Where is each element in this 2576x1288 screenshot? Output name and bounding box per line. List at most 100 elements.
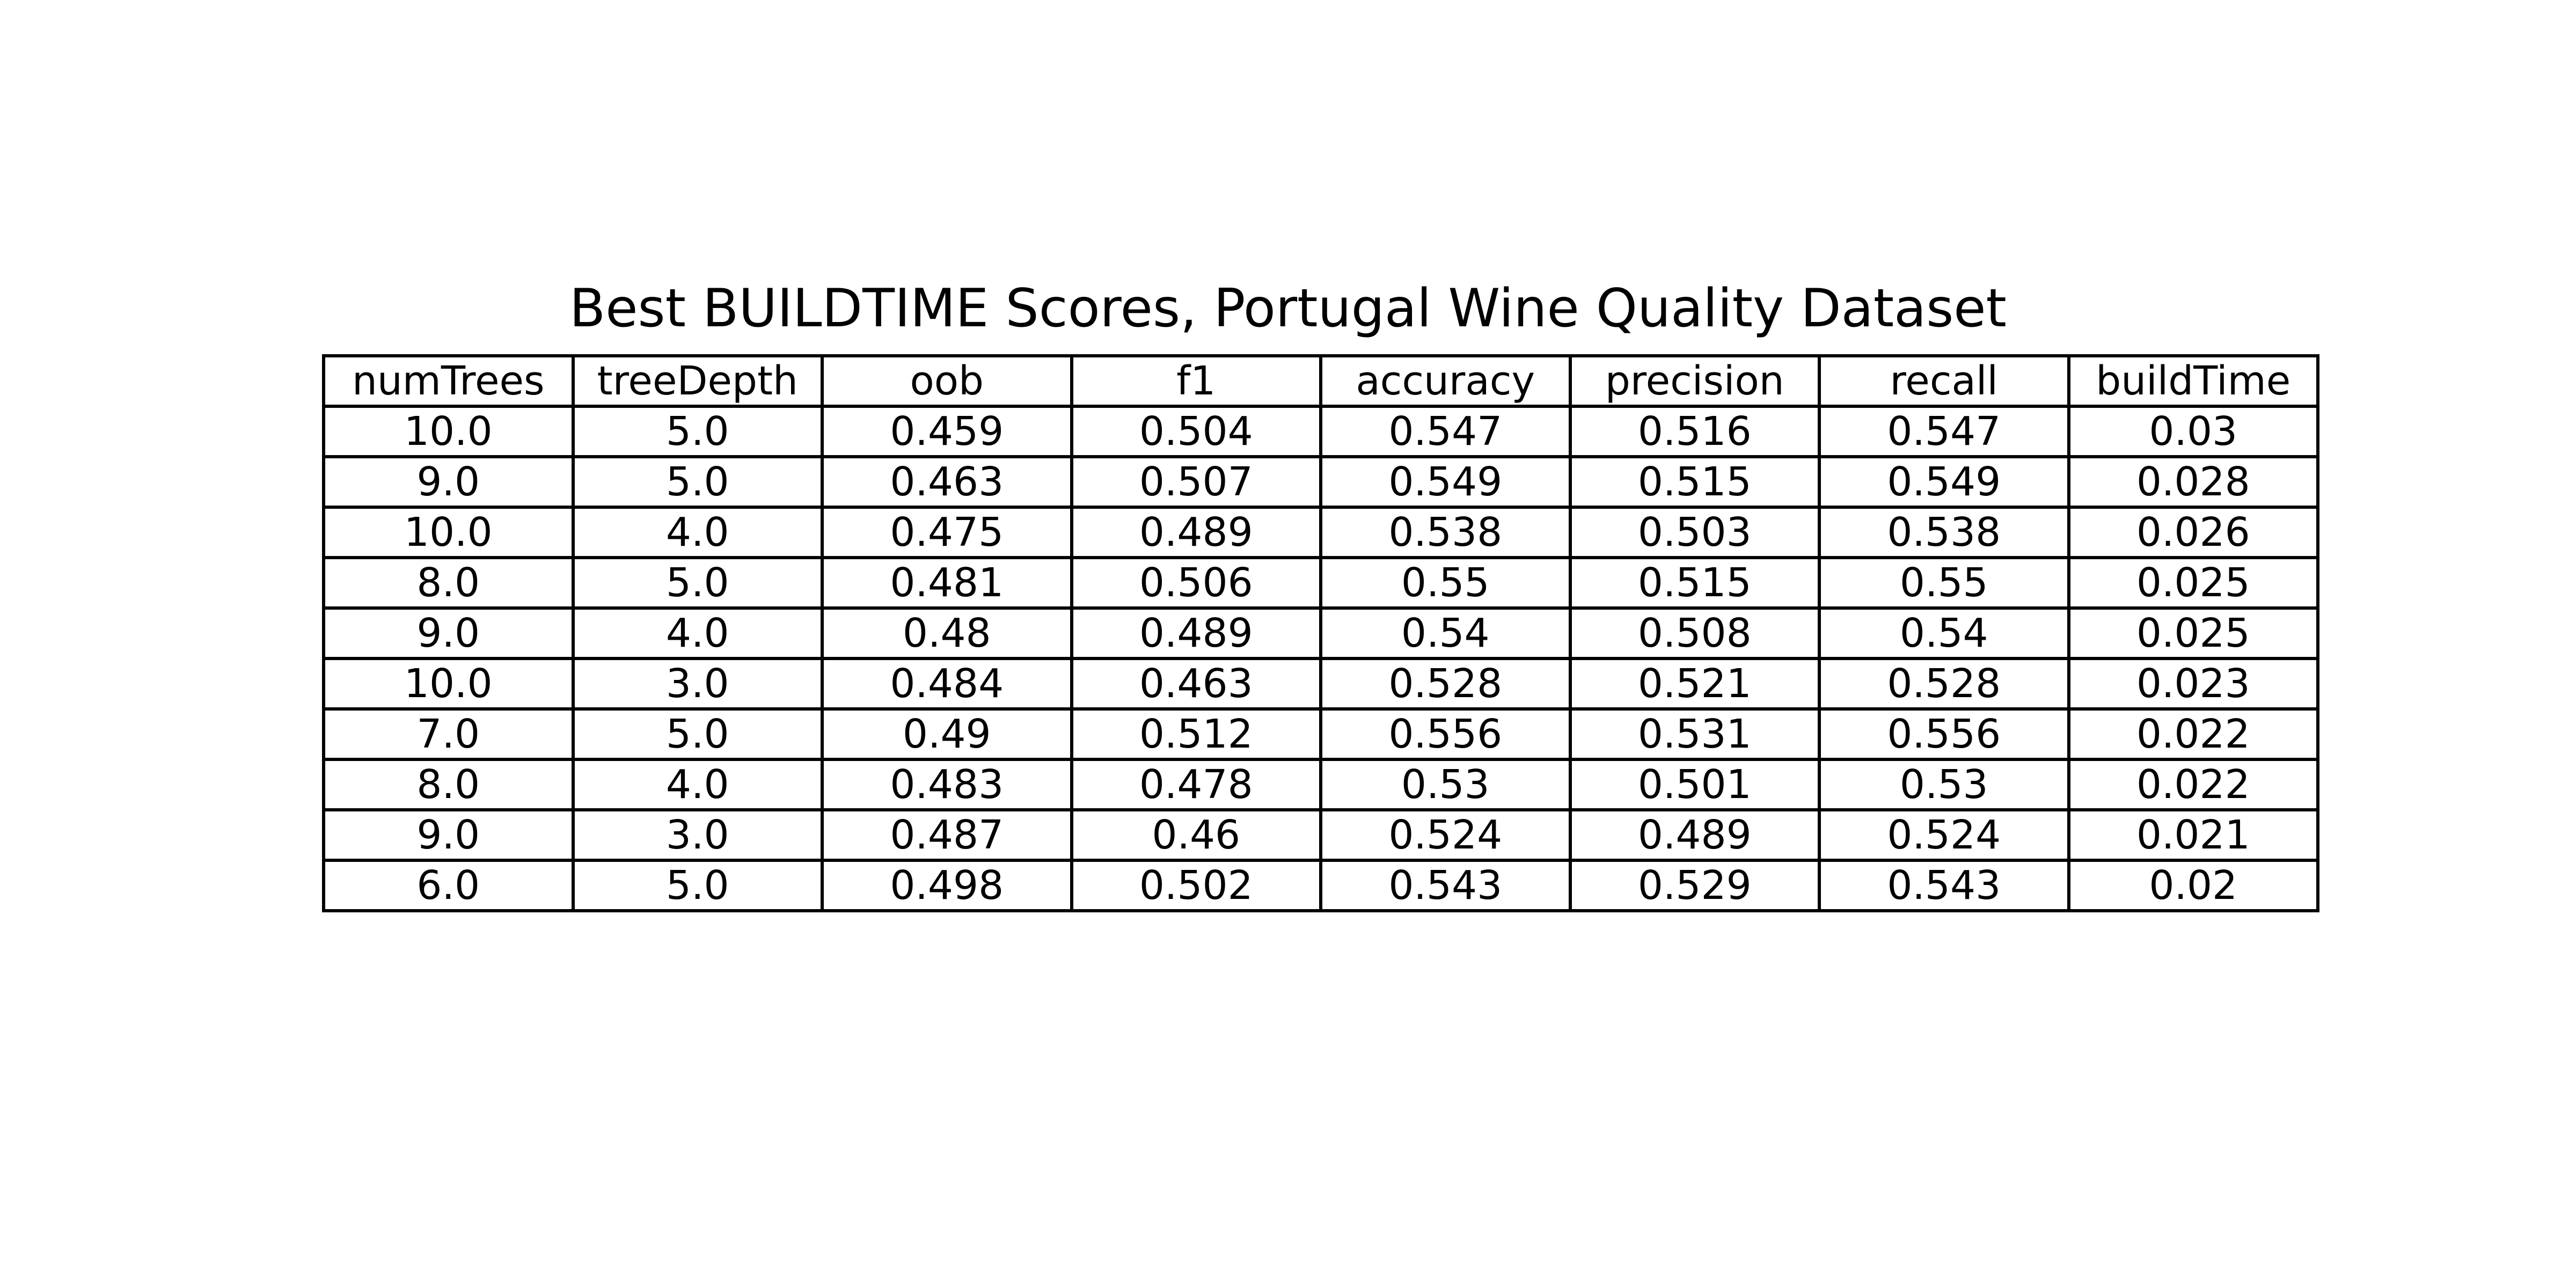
table-body: 10.0 5.0 0.459 0.504 0.547 0.516 0.547 0.03 9.0 5…: [322, 405, 2319, 912]
table-cell-precision: 0.521: [1568, 657, 1821, 711]
table-cell-accuracy: 0.556: [1319, 707, 1572, 761]
table-cell-treedepth: 3.0: [571, 657, 824, 711]
column-header-accuracy: accuracy: [1319, 354, 1572, 408]
column-header-recall: recall: [1818, 354, 2070, 408]
table-cell-buildtime: 0.023: [2067, 657, 2319, 711]
table-cell-oob: 0.459: [821, 405, 1073, 458]
table-cell-buildtime: 0.025: [2067, 556, 2319, 610]
table-cell-numtrees: 8.0: [322, 556, 575, 610]
table-cell-oob: 0.49: [821, 707, 1073, 761]
table-cell-buildtime: 0.03: [2067, 405, 2319, 458]
table-cell-recall: 0.528: [1818, 657, 2070, 711]
table-cell-precision: 0.508: [1568, 606, 1821, 660]
table-cell-precision: 0.515: [1568, 556, 1821, 610]
table-cell-f1: 0.489: [1070, 506, 1322, 559]
table-cell-accuracy: 0.55: [1319, 556, 1572, 610]
table-cell-recall: 0.524: [1818, 808, 2070, 862]
table-cell-recall: 0.55: [1818, 556, 2070, 610]
table-cell-accuracy: 0.543: [1319, 859, 1572, 912]
table-cell-f1: 0.478: [1070, 758, 1322, 811]
table-cell-f1: 0.504: [1070, 405, 1322, 458]
table-cell-oob: 0.463: [821, 455, 1073, 509]
table-cell-f1: 0.463: [1070, 657, 1322, 711]
table-cell-f1: 0.507: [1070, 455, 1322, 509]
table-cell-precision: 0.501: [1568, 758, 1821, 811]
table-cell-recall: 0.54: [1818, 606, 2070, 660]
table-cell-treedepth: 5.0: [571, 455, 824, 509]
table-cell-oob: 0.484: [821, 657, 1073, 711]
table-cell-treedepth: 5.0: [571, 859, 824, 912]
table-cell-numtrees: 10.0: [322, 506, 575, 559]
table-row: 9.0 4.0 0.48 0.489 0.54 0.508 0.54 0.025: [322, 606, 2319, 660]
table-cell-buildtime: 0.028: [2067, 455, 2319, 509]
table-cell-f1: 0.506: [1070, 556, 1322, 610]
table-cell-recall: 0.543: [1818, 859, 2070, 912]
table-cell-recall: 0.53: [1818, 758, 2070, 811]
table-cell-numtrees: 10.0: [322, 405, 575, 458]
table-cell-buildtime: 0.022: [2067, 707, 2319, 761]
table-row: 6.0 5.0 0.498 0.502 0.543 0.529 0.543 0.02: [322, 859, 2319, 912]
table-row: 8.0 5.0 0.481 0.506 0.55 0.515 0.55 0.025: [322, 556, 2319, 610]
table-cell-treedepth: 5.0: [571, 556, 824, 610]
table-cell-numtrees: 9.0: [322, 606, 575, 660]
table-cell-treedepth: 5.0: [571, 405, 824, 458]
table-row: 9.0 3.0 0.487 0.46 0.524 0.489 0.524 0.021: [322, 808, 2319, 862]
table-cell-recall: 0.556: [1818, 707, 2070, 761]
table-row: 8.0 4.0 0.483 0.478 0.53 0.501 0.53 0.022: [322, 758, 2319, 811]
table-cell-accuracy: 0.53: [1319, 758, 1572, 811]
table-cell-treedepth: 3.0: [571, 808, 824, 862]
table-row: 9.0 5.0 0.463 0.507 0.549 0.515 0.549 0.028: [322, 455, 2319, 509]
table-cell-treedepth: 5.0: [571, 707, 824, 761]
table-cell-numtrees: 10.0: [322, 657, 575, 711]
table-cell-buildtime: 0.026: [2067, 506, 2319, 559]
table-cell-f1: 0.489: [1070, 606, 1322, 660]
table-cell-recall: 0.538: [1818, 506, 2070, 559]
table-cell-accuracy: 0.528: [1319, 657, 1572, 711]
table-header: numTrees treeDepth oob f1 accuracy precision r…: [322, 354, 2319, 408]
table-cell-f1: 0.512: [1070, 707, 1322, 761]
table-cell-oob: 0.475: [821, 506, 1073, 559]
table-cell-accuracy: 0.538: [1319, 506, 1572, 559]
column-header-buildtime: buildTime: [2067, 354, 2319, 408]
table-cell-recall: 0.549: [1818, 455, 2070, 509]
table-cell-numtrees: 9.0: [322, 455, 575, 509]
table-cell-precision: 0.503: [1568, 506, 1821, 559]
table-cell-accuracy: 0.547: [1319, 405, 1572, 458]
column-header-treedepth: treeDepth: [571, 354, 824, 408]
table-cell-precision: 0.516: [1568, 405, 1821, 458]
column-header-f1: f1: [1070, 354, 1322, 408]
table-cell-numtrees: 7.0: [322, 707, 575, 761]
table-cell-accuracy: 0.54: [1319, 606, 1572, 660]
table-row: 7.0 5.0 0.49 0.512 0.556 0.531 0.556 0.022: [322, 707, 2319, 761]
table-cell-precision: 0.515: [1568, 455, 1821, 509]
table-cell-precision: 0.489: [1568, 808, 1821, 862]
table-cell-accuracy: 0.549: [1319, 455, 1572, 509]
chart-title: Best BUILDTIME Scores, Portugal Wine Qua…: [569, 278, 2007, 339]
table-row: 10.0 3.0 0.484 0.463 0.528 0.521 0.528 0.023: [322, 657, 2319, 711]
table-cell-oob: 0.498: [821, 859, 1073, 912]
table-cell-buildtime: 0.021: [2067, 808, 2319, 862]
table-cell-precision: 0.529: [1568, 859, 1821, 912]
column-header-numtrees: numTrees: [322, 354, 575, 408]
table-cell-oob: 0.48: [821, 606, 1073, 660]
table-cell-numtrees: 8.0: [322, 758, 575, 811]
table-cell-oob: 0.487: [821, 808, 1073, 862]
table-cell-buildtime: 0.022: [2067, 758, 2319, 811]
table-cell-numtrees: 9.0: [322, 808, 575, 862]
table-cell-precision: 0.531: [1568, 707, 1821, 761]
header-row: numTrees treeDepth oob f1 accuracy precision r…: [322, 354, 2319, 408]
table-cell-treedepth: 4.0: [571, 506, 824, 559]
table-row: 10.0 4.0 0.475 0.489 0.538 0.503 0.538 0.026: [322, 506, 2319, 559]
table-row: 10.0 5.0 0.459 0.504 0.547 0.516 0.547 0.03: [322, 405, 2319, 458]
table-cell-numtrees: 6.0: [322, 859, 575, 912]
column-header-precision: precision: [1568, 354, 1821, 408]
table-cell-oob: 0.481: [821, 556, 1073, 610]
table-cell-f1: 0.46: [1070, 808, 1322, 862]
table-cell-oob: 0.483: [821, 758, 1073, 811]
table-cell-accuracy: 0.524: [1319, 808, 1572, 862]
column-header-oob: oob: [821, 354, 1073, 408]
table-cell-buildtime: 0.02: [2067, 859, 2319, 912]
table-cell-f1: 0.502: [1070, 859, 1322, 912]
table-cell-recall: 0.547: [1818, 405, 2070, 458]
results-table: numTrees treeDepth oob f1 accuracy precision r…: [322, 354, 2319, 912]
